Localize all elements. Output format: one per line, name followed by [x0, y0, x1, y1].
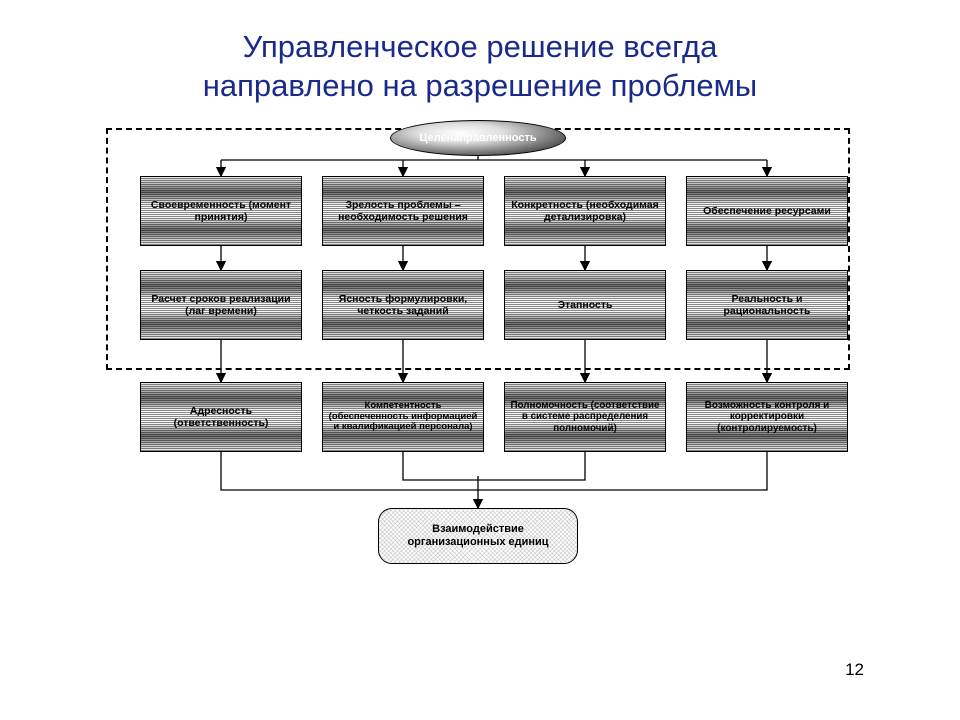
node-r2c4-label: Реальность и рациональность	[691, 293, 843, 317]
node-r1c2: Зрелость проблемы – необходимость решени…	[322, 176, 484, 246]
node-r2c3: Этапность	[504, 270, 666, 340]
node-top-label: Целенаправленность	[419, 132, 536, 144]
node-r1c3: Конкретность (необходимая детализировка)	[504, 176, 666, 246]
node-r3c2: Компетентность (обеспеченность информаци…	[322, 382, 484, 452]
node-r3c4-label: Возможность контроля и корректировки (ко…	[691, 400, 843, 435]
node-r3c3: Полномочность (соответствие в системе ра…	[504, 382, 666, 452]
node-bottom: Взаимодействие организационных единиц	[378, 508, 578, 564]
node-r1c4: Обеспечение ресурсами	[686, 176, 848, 246]
node-r3c1-label: Адресность (ответственность)	[145, 405, 297, 429]
page-number: 12	[845, 660, 864, 680]
node-r2c1-label: Расчет сроков реализации (лаг времени)	[145, 293, 297, 317]
node-bottom-label: Взаимодействие организационных единиц	[387, 523, 569, 548]
node-top-ellipse: Целенаправленность	[390, 120, 566, 156]
node-r1c1-label: Своевременность (момент принятия)	[145, 199, 297, 223]
node-r2c3-label: Этапность	[558, 299, 613, 311]
node-r2c2-label: Ясность формулировки, четкость заданий	[327, 293, 479, 317]
node-r1c3-label: Конкретность (необходимая детализировка)	[509, 199, 661, 223]
diagram-canvas: Целенаправленность Своевременность (моме…	[96, 120, 860, 624]
node-r3c1: Адресность (ответственность)	[140, 382, 302, 452]
node-r3c2-label: Компетентность (обеспеченность информаци…	[327, 401, 479, 434]
node-r3c4: Возможность контроля и корректировки (ко…	[686, 382, 848, 452]
title-line-2: направлено на разрешение проблемы	[203, 68, 757, 103]
node-r1c1: Своевременность (момент принятия)	[140, 176, 302, 246]
node-r2c4: Реальность и рациональность	[686, 270, 848, 340]
node-r1c2-label: Зрелость проблемы – необходимость решени…	[327, 199, 479, 223]
node-r1c4-label: Обеспечение ресурсами	[703, 205, 831, 217]
title-line-1: Управленческое решение всегда	[243, 29, 718, 64]
node-r2c1: Расчет сроков реализации (лаг времени)	[140, 270, 302, 340]
node-r3c3-label: Полномочность (соответствие в системе ра…	[509, 400, 661, 434]
node-r2c2: Ясность формулировки, четкость заданий	[322, 270, 484, 340]
slide-title: Управленческое решение всегда направлено…	[0, 0, 960, 106]
